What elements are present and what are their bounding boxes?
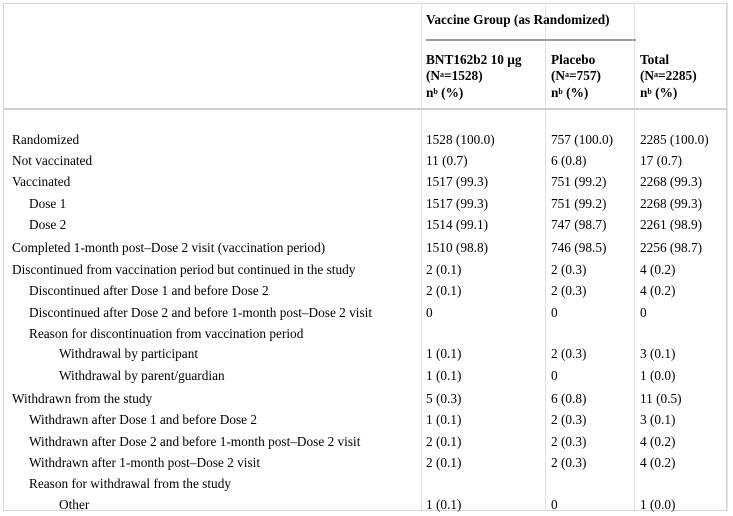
cell-total: 3 (0.1) <box>640 412 676 427</box>
cell-bnt: 1 (0.1) <box>426 412 462 427</box>
cell-bnt: 2 (0.1) <box>426 434 462 449</box>
cell-total: 4 (0.2) <box>640 262 676 277</box>
column-header-total-stat: nb (%) <box>640 85 678 100</box>
cell-placebo: 751 (99.2) <box>551 174 607 189</box>
group-title-rule <box>426 39 636 41</box>
cell-total: 1 (0.0) <box>640 368 676 383</box>
column-divider <box>634 3 635 511</box>
header-bottom-rule <box>3 108 727 110</box>
cell-bnt: 2 (0.1) <box>426 283 462 298</box>
row-label: Vaccinated <box>12 174 71 189</box>
cell-placebo: 2 (0.3) <box>551 346 587 361</box>
group-title: Vaccine Group (as Randomized) <box>426 12 610 27</box>
row-label: Randomized <box>12 132 80 147</box>
cell-total: 4 (0.2) <box>640 434 676 449</box>
column-header-placebo-name: Placebo <box>551 52 596 67</box>
column-header-bnt-n: (Na=1528) <box>426 68 483 83</box>
row-label: Reason for discontinuation from vaccinat… <box>29 326 304 341</box>
column-header-total-n: (Na=2285) <box>640 68 697 83</box>
cell-total: 4 (0.2) <box>640 283 676 298</box>
row-label: Withdrawn after 1-month post–Dose 2 visi… <box>29 455 261 470</box>
cell-total: 1 (0.0) <box>640 497 676 512</box>
row-label: Withdrawal by participant <box>59 346 199 361</box>
cell-total: 2256 (98.7) <box>640 240 703 255</box>
column-divider <box>727 3 728 511</box>
column-divider <box>421 3 422 511</box>
cell-bnt: 1 (0.1) <box>426 368 462 383</box>
cell-total: 2268 (99.3) <box>640 196 703 211</box>
row-label: Dose 2 <box>29 217 67 232</box>
cell-total: 3 (0.1) <box>640 346 676 361</box>
cell-bnt: 1514 (99.1) <box>426 217 489 232</box>
cell-placebo: 2 (0.3) <box>551 283 587 298</box>
row-label: Withdrawn after Dose 2 and before 1-mont… <box>29 434 361 449</box>
row-label: Discontinued after Dose 1 and before Dos… <box>29 283 269 298</box>
cell-placebo: 747 (98.7) <box>551 217 607 232</box>
cell-bnt: 2 (0.1) <box>426 455 462 470</box>
cell-total: 2261 (98.9) <box>640 217 703 232</box>
cell-bnt: 1517 (99.3) <box>426 196 489 211</box>
cell-placebo: 6 (0.8) <box>551 391 587 406</box>
cell-placebo: 0 <box>551 368 558 383</box>
row-label: Completed 1-month post–Dose 2 visit (vac… <box>12 240 326 255</box>
column-header-bnt-name: BNT162b2 10 µg <box>426 52 522 67</box>
cell-total: 11 (0.5) <box>640 391 682 406</box>
cell-bnt: 1 (0.1) <box>426 346 462 361</box>
cell-bnt: 1528 (100.0) <box>426 132 495 147</box>
row-label: Reason for withdrawal from the study <box>29 476 231 491</box>
cell-placebo: 2 (0.3) <box>551 262 587 277</box>
row-label: Withdrawn from the study <box>12 391 153 406</box>
cell-placebo: 2 (0.3) <box>551 434 587 449</box>
cell-total: 2268 (99.3) <box>640 174 703 189</box>
cell-placebo: 2 (0.3) <box>551 455 587 470</box>
row-label: Other <box>59 497 90 512</box>
cell-bnt: 0 <box>426 305 433 320</box>
row-label: Not vaccinated <box>12 153 93 168</box>
cell-total: 2285 (100.0) <box>640 132 709 147</box>
cell-placebo: 757 (100.0) <box>551 132 614 147</box>
column-divider <box>545 3 546 511</box>
table-frame <box>3 3 727 511</box>
column-header-placebo-stat: nb (%) <box>551 85 589 100</box>
cell-placebo: 6 (0.8) <box>551 153 587 168</box>
cell-bnt: 11 (0.7) <box>426 153 468 168</box>
row-label: Withdrawal by parent/guardian <box>59 368 225 383</box>
cell-total: 4 (0.2) <box>640 455 676 470</box>
cell-total: 0 <box>640 305 647 320</box>
cell-bnt: 1510 (98.8) <box>426 240 489 255</box>
column-header-placebo-n: (Na=757) <box>551 68 601 83</box>
column-header-total-name: Total <box>640 52 670 67</box>
cell-placebo: 746 (98.5) <box>551 240 607 255</box>
column-header-bnt-stat: nb (%) <box>426 85 464 100</box>
row-label: Dose 1 <box>29 196 67 211</box>
cell-placebo: 2 (0.3) <box>551 412 587 427</box>
cell-placebo: 0 <box>551 497 558 512</box>
cell-placebo: 751 (99.2) <box>551 196 607 211</box>
cell-bnt: 1 (0.1) <box>426 497 462 512</box>
row-label: Discontinued after Dose 2 and before 1-m… <box>29 305 373 320</box>
cell-placebo: 0 <box>551 305 558 320</box>
cell-bnt: 2 (0.1) <box>426 262 462 277</box>
cell-total: 17 (0.7) <box>640 153 683 168</box>
cell-bnt: 5 (0.3) <box>426 391 462 406</box>
row-label: Discontinued from vaccination period but… <box>12 262 356 277</box>
cell-bnt: 1517 (99.3) <box>426 174 489 189</box>
row-label: Withdrawn after Dose 1 and before Dose 2 <box>29 412 258 427</box>
